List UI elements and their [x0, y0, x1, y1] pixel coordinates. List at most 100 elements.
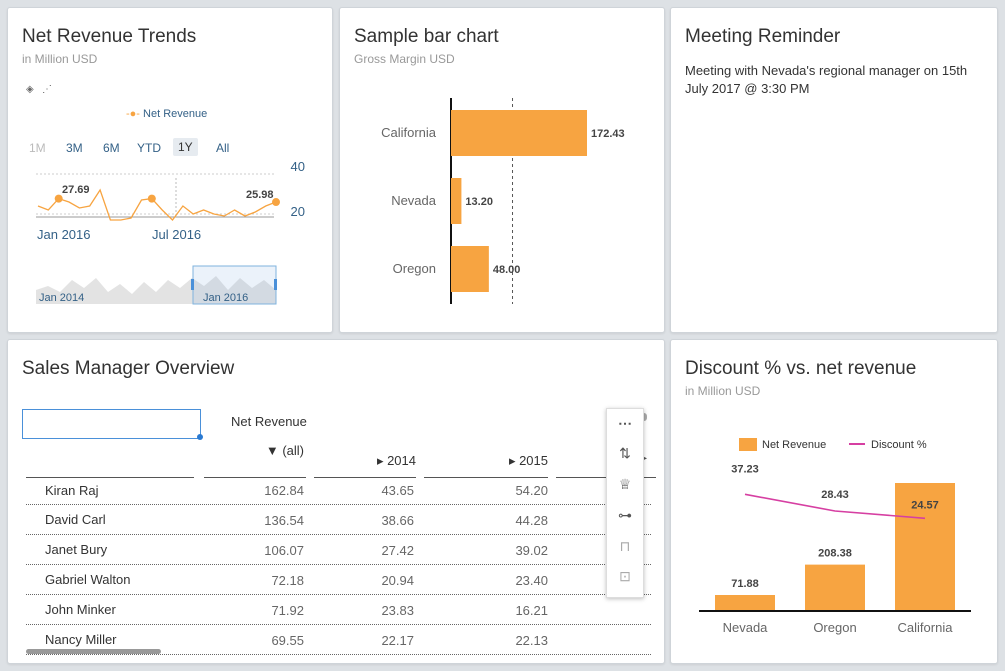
data-label: 208.38: [818, 548, 852, 560]
cell-2015: 39.02: [515, 543, 548, 558]
row-divider: [26, 504, 651, 505]
more-icon[interactable]: ⋯: [618, 415, 632, 431]
category-label: California: [381, 125, 437, 140]
column-header-2015[interactable]: ▸ 2015: [508, 453, 548, 468]
navigator-area: [36, 276, 276, 304]
data-label: 71.88: [731, 578, 759, 590]
net-revenue-trends-card: Net Revenue Trends in Million USD ◈ ⋰ -●…: [7, 7, 333, 333]
navigator-window[interactable]: [192, 265, 277, 305]
meeting-text: Meeting with Nevada's regional manager o…: [685, 63, 968, 96]
cell-2015: 54.20: [515, 483, 548, 498]
bar: [715, 595, 775, 611]
row-divider: [26, 654, 651, 655]
row-name: Gabriel Walton: [45, 572, 131, 587]
column-header-all[interactable]: ▼ (all): [265, 443, 304, 458]
range-button-6m[interactable]: 6M: [103, 141, 120, 155]
cell-all: 136.54: [264, 513, 304, 528]
row-divider: [26, 534, 651, 535]
data-label: 25.98: [246, 189, 274, 201]
legend-marker-icon: -●-: [126, 108, 140, 120]
hierarchy-icon[interactable]: ⊶: [618, 507, 632, 523]
row-name: David Carl: [45, 512, 106, 527]
cell-all: 71.92: [271, 603, 304, 618]
discount-vs-revenue-card: Discount % vs. net revenue in Million US…: [670, 339, 998, 664]
navigator-right-handle[interactable]: [274, 279, 277, 290]
unlock-icon[interactable]: ⊓: [619, 538, 631, 554]
trophy-icon[interactable]: ♕: [618, 476, 632, 492]
navigator-left-handle[interactable]: [191, 279, 194, 290]
category-label: Nevada: [723, 620, 769, 635]
cell-2015: 23.40: [515, 573, 548, 588]
card-title: Sample bar chart: [354, 26, 499, 47]
row-divider: [26, 564, 651, 565]
data-label: 24.57: [911, 499, 939, 511]
data-point: [54, 194, 63, 203]
cell-all: 69.55: [271, 633, 304, 648]
resize-handle[interactable]: [197, 434, 203, 440]
y-tick-label: 20: [291, 204, 305, 219]
range-button-3m[interactable]: 3M: [66, 141, 83, 155]
navigator-label: Jan 2016: [203, 292, 248, 304]
sort-icon[interactable]: ⇅: [619, 445, 631, 461]
cell-2014: 27.42: [381, 543, 414, 558]
discount-combo-chart: Net Revenue Discount % 71.88 Nevada 208.38 Or…: [699, 438, 971, 635]
range-button-1y[interactable]: 1Y: [173, 138, 198, 156]
card-title: Meeting Reminder: [685, 26, 841, 47]
measure-header: Net Revenue: [231, 414, 307, 429]
trash-icon[interactable]: ⊡: [619, 568, 631, 584]
range-button-ytd[interactable]: YTD: [137, 141, 161, 155]
header-divider: [314, 477, 416, 478]
legend-label: Net Revenue: [143, 108, 208, 120]
navigator-label: Jan 2014: [39, 292, 84, 304]
row-name: Janet Bury: [45, 542, 108, 557]
bar: [805, 564, 865, 611]
cell-2014: 22.17: [381, 633, 414, 648]
sample-bar-chart-card: Sample bar chart Gross Margin USD Califo…: [339, 7, 665, 333]
data-point: [147, 194, 156, 203]
legend-label: Net Revenue: [762, 439, 826, 451]
range-button-all[interactable]: All: [216, 141, 230, 155]
sales-manager-overview-card: Sales Manager Overview Net Revenue ▼ (al…: [7, 339, 665, 664]
legend-marker-icon: [739, 438, 757, 451]
legend-label: Discount %: [871, 439, 927, 451]
category-label: Oregon: [393, 261, 436, 276]
revenue-line: [37, 188, 277, 221]
data-point: [272, 198, 280, 207]
cell-2015: 16.21: [515, 603, 548, 618]
card-subtitle: in Million USD: [22, 52, 98, 66]
data-label: 48.00: [493, 264, 521, 276]
cell-all: 106.07: [264, 543, 304, 558]
data-label: 27.69: [62, 184, 90, 196]
y-tick-label: 40: [291, 159, 305, 174]
cell-2014: 38.66: [381, 513, 414, 528]
data-label: 13.20: [465, 196, 493, 208]
card-subtitle: in Million USD: [685, 384, 761, 398]
discount-line: [744, 493, 926, 520]
cell-2014: 20.94: [381, 573, 414, 588]
row-divider: [26, 624, 651, 625]
header-divider: [26, 477, 194, 478]
cube-icon[interactable]: ◈: [26, 84, 34, 95]
header-divider: [424, 477, 548, 478]
legend-item-net-revenue[interactable]: -●- Net Revenue: [126, 108, 207, 120]
row-name: Nancy Miller: [45, 632, 117, 647]
scroll-right-icon[interactable]: ▸: [642, 453, 648, 464]
category-label: Nevada: [391, 193, 437, 208]
card-title: Sales Manager Overview: [22, 358, 235, 379]
cell-2015: 22.13: [515, 633, 548, 648]
filter-input-box[interactable]: [22, 409, 201, 439]
category-label: Oregon: [813, 620, 856, 635]
header-divider: [204, 477, 306, 478]
meeting-reminder-card: Meeting Reminder Meeting with Nevada's r…: [670, 7, 998, 333]
column-header-2014[interactable]: ▸ 2014: [376, 453, 416, 468]
data-label: 28.43: [821, 489, 849, 501]
horizontal-scrollbar[interactable]: [26, 649, 161, 654]
x-tick-label: Jul 2016: [152, 227, 201, 242]
table-toolbar: ⋯ ⇅ ♕ ⊶ ⊓ ⊡: [606, 408, 644, 598]
vertical-scrollbar[interactable]: [641, 413, 647, 421]
card-title: Discount % vs. net revenue: [685, 358, 917, 379]
hierarchy-icon[interactable]: ⋰: [42, 84, 52, 95]
cell-2014: 43.65: [381, 483, 414, 498]
row-divider: [26, 594, 651, 595]
range-button-1m[interactable]: 1M: [29, 141, 46, 155]
